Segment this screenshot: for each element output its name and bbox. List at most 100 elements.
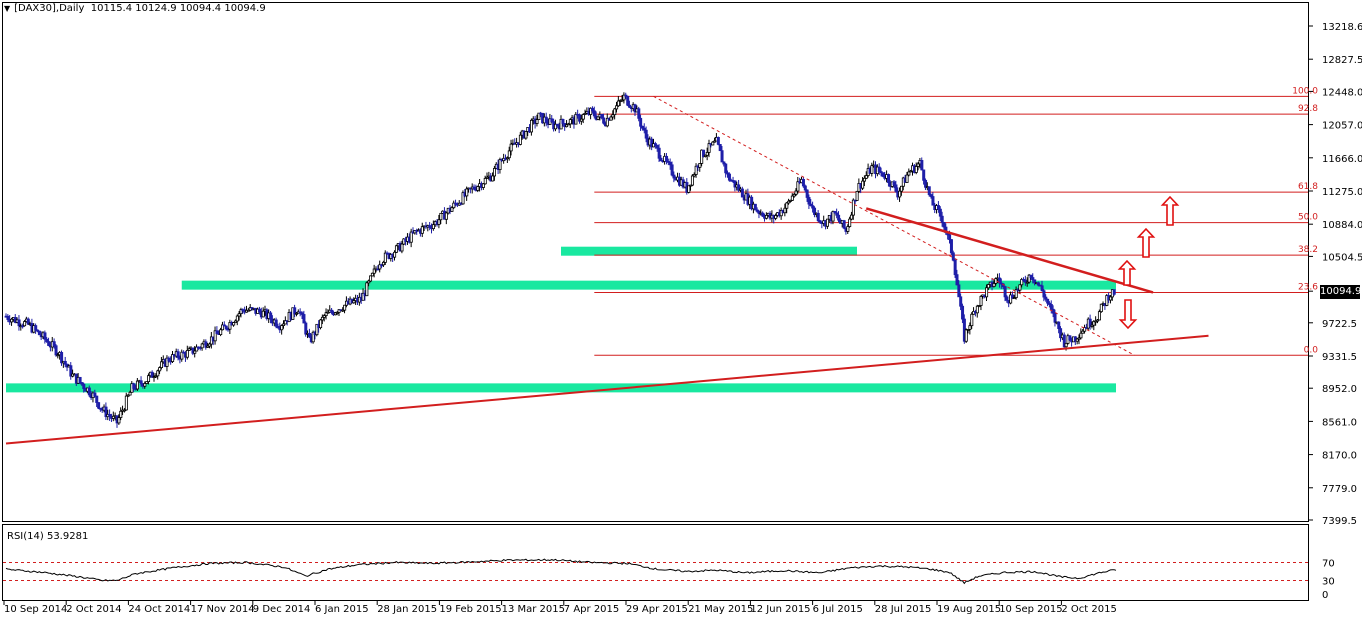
candle-body xyxy=(994,278,998,284)
candle-body xyxy=(1068,335,1072,341)
candle-body xyxy=(176,351,180,358)
fib-level-label: 0.0 xyxy=(1304,345,1319,355)
fib-level-label: 38.2 xyxy=(1298,245,1318,255)
candle-body xyxy=(611,114,615,118)
candle-body xyxy=(909,170,913,173)
candle-body xyxy=(159,361,163,368)
candle-body xyxy=(694,165,698,175)
chart-menu-arrow-icon[interactable]: ▼ xyxy=(4,4,11,13)
candle-body xyxy=(720,150,724,163)
candle-body xyxy=(887,174,891,183)
candle-body xyxy=(1088,318,1092,327)
candle-body xyxy=(1048,302,1052,305)
candle-body xyxy=(1012,297,1016,300)
y-tick-label: 11275.0 xyxy=(1322,187,1362,198)
candle-body xyxy=(650,138,654,148)
candle-body xyxy=(1042,290,1046,298)
candle-body xyxy=(855,190,859,201)
candle-body xyxy=(951,252,955,261)
y-tick-label: 8561.0 xyxy=(1322,417,1357,428)
candle-body xyxy=(1009,294,1013,304)
candle-body xyxy=(672,174,676,179)
x-tick-label: 12 Jun 2015 xyxy=(750,604,810,615)
down-arrow-icon xyxy=(1118,299,1138,330)
candle-body xyxy=(937,205,941,210)
candle-body xyxy=(900,185,904,192)
candle-body xyxy=(863,177,867,182)
y-tick-label: 8952.0 xyxy=(1322,384,1357,395)
candle-body xyxy=(320,316,324,321)
candle-body xyxy=(794,190,798,195)
x-tick-label: 9 Dec 2014 xyxy=(253,604,311,615)
candle-body xyxy=(304,322,308,335)
x-tick-label: 24 Oct 2014 xyxy=(128,604,190,615)
fib-level-label: 92.8 xyxy=(1298,104,1318,114)
candle-body xyxy=(702,149,706,157)
up-arrow-icon xyxy=(1117,259,1137,286)
candle-body xyxy=(801,178,805,187)
candle-body xyxy=(409,231,413,243)
candle-body xyxy=(505,157,509,160)
x-tick-label: 17 Nov 2014 xyxy=(191,604,255,615)
candle-body xyxy=(703,154,707,157)
candle-body xyxy=(1046,298,1050,304)
candle-body xyxy=(790,195,794,201)
candle-body xyxy=(370,272,374,277)
candle-body xyxy=(483,177,487,185)
candle-body xyxy=(1051,308,1055,314)
candle-body xyxy=(968,325,972,330)
candle-body xyxy=(258,308,262,313)
candle-body xyxy=(376,268,380,271)
candle-body xyxy=(809,203,813,207)
candle-body xyxy=(45,338,49,342)
rsi-tick-label: 30 xyxy=(1322,577,1335,588)
y-tick-label: 7779.0 xyxy=(1322,484,1357,495)
candle-body xyxy=(1003,286,1007,298)
candle-body xyxy=(472,186,476,190)
candle-body xyxy=(668,161,672,166)
candle-body xyxy=(21,325,25,328)
fib-level-label: 50.0 xyxy=(1298,213,1318,223)
candle-body xyxy=(108,413,112,417)
candle-body xyxy=(605,117,609,127)
candle-body xyxy=(119,410,123,418)
candle-body xyxy=(600,114,604,119)
candle-body xyxy=(78,376,82,383)
candle-body xyxy=(56,354,60,357)
candle-body xyxy=(280,325,284,331)
candle-body xyxy=(842,220,846,229)
fibonacci-levels: 100.0 92.8 61.8 50.0 38.2 23.6 0.0 xyxy=(594,86,1319,356)
candle-body xyxy=(929,194,933,197)
candle-body xyxy=(813,207,817,215)
candle-body xyxy=(195,346,199,352)
rsi-indicator: 70 30 0 xyxy=(3,558,1335,601)
candle-body xyxy=(17,319,21,327)
rsi-line xyxy=(5,558,1117,585)
candle-body xyxy=(657,147,661,159)
x-tick-label: 28 Jul 2015 xyxy=(875,604,932,615)
ohlc-values: 10115.4 10124.9 10094.4 10094.9 xyxy=(90,3,266,14)
candle-body xyxy=(139,380,143,385)
candle-body xyxy=(609,116,613,121)
candle-body xyxy=(420,226,424,234)
candle-body xyxy=(879,171,883,174)
support-zone-2 xyxy=(6,383,1116,393)
candle-body xyxy=(716,137,720,145)
y-tick-label: 12057.0 xyxy=(1322,121,1362,132)
rsi-tick-label: 70 xyxy=(1322,559,1335,570)
candle-body xyxy=(789,199,793,202)
candle-body xyxy=(624,94,628,97)
candle-body xyxy=(561,118,565,124)
candle-body xyxy=(1097,311,1101,321)
candle-body xyxy=(261,310,265,318)
candle-body xyxy=(727,173,731,181)
candle-body xyxy=(145,381,149,384)
candle-body xyxy=(104,406,108,418)
candle-body xyxy=(713,140,717,143)
candle-body xyxy=(465,188,469,197)
candle-body xyxy=(892,181,896,186)
candle-body xyxy=(319,319,323,329)
trendline-dashed xyxy=(653,95,1135,356)
candle-body xyxy=(948,234,952,240)
